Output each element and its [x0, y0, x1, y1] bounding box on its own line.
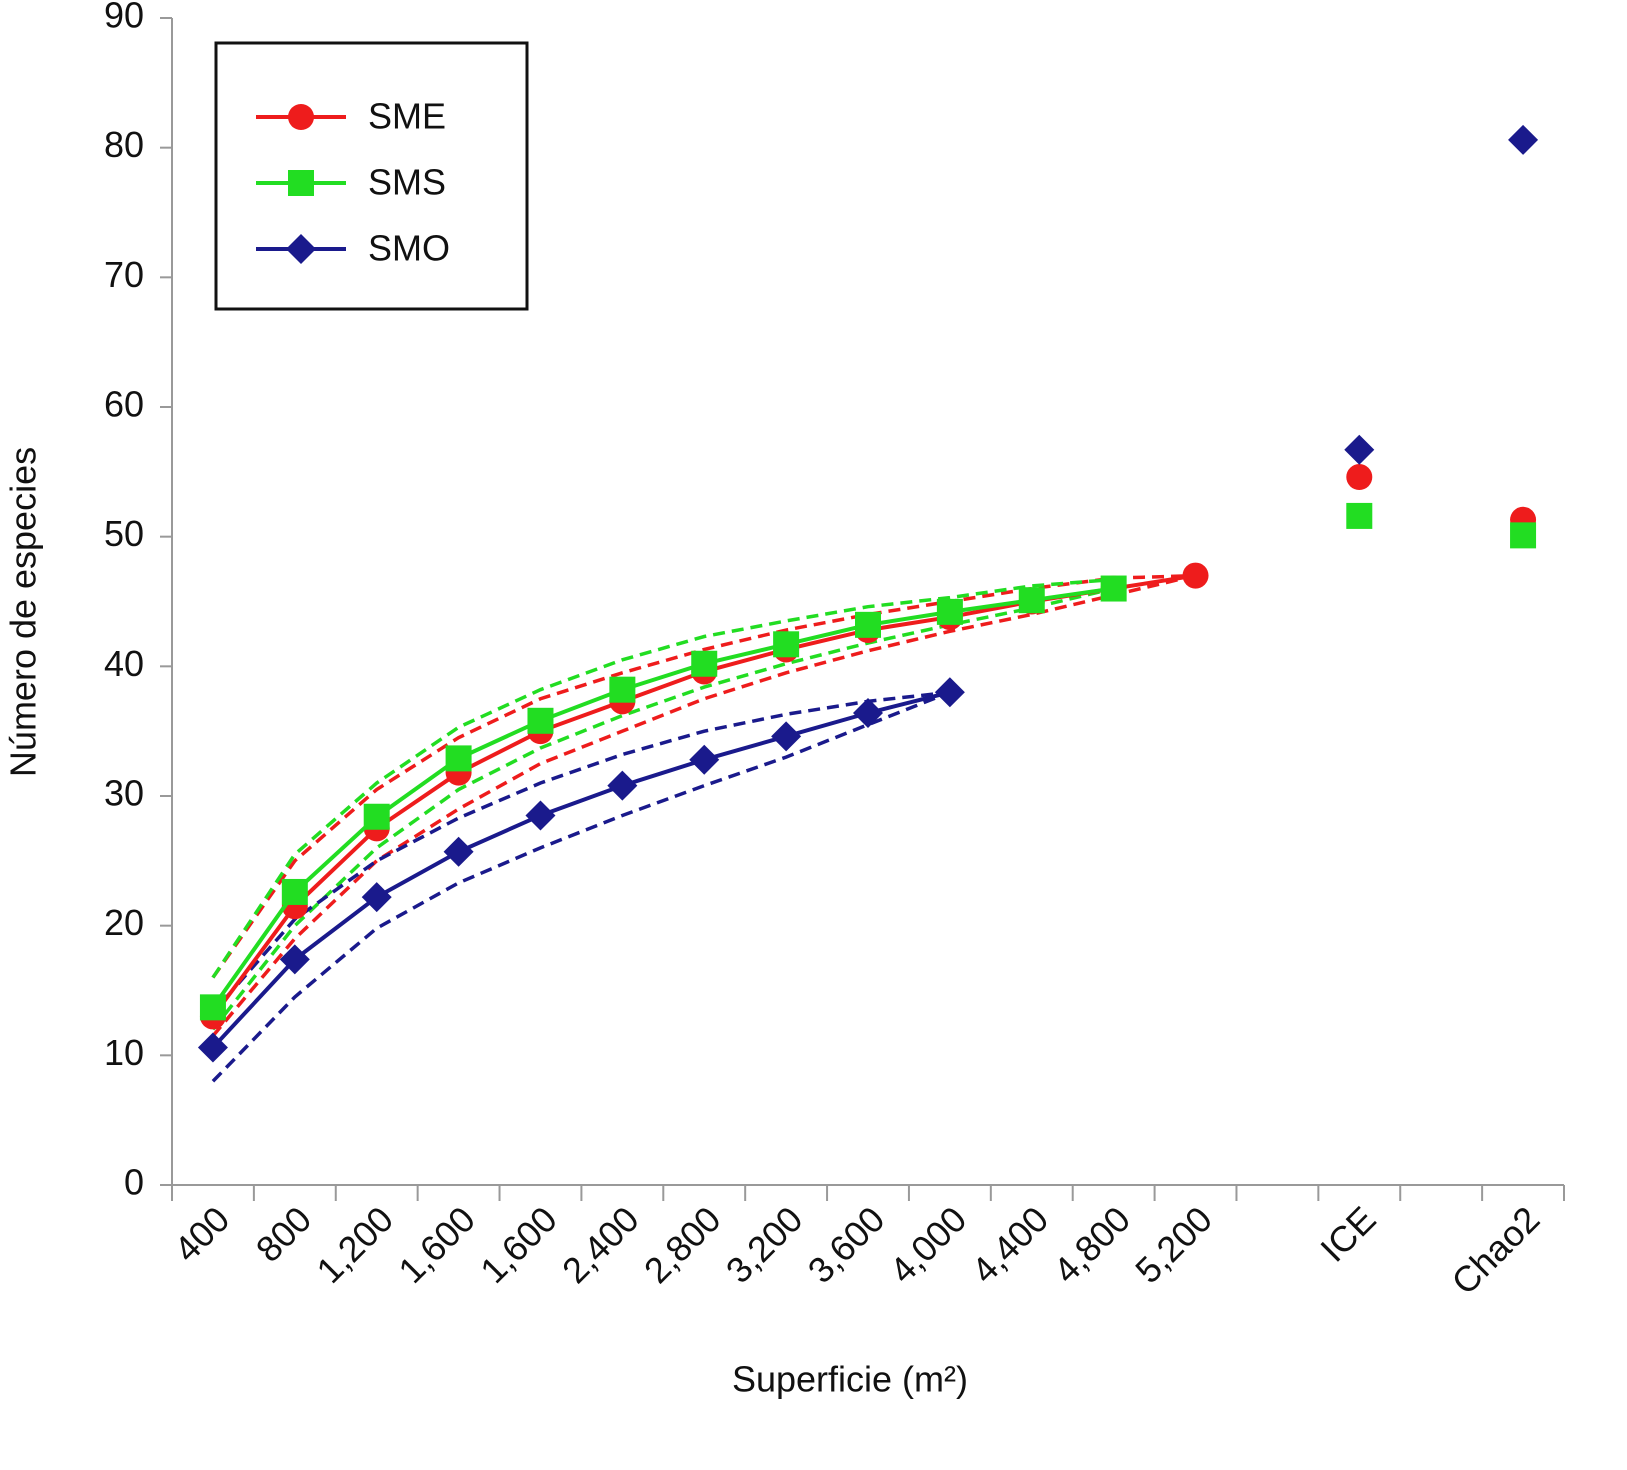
y-tick-label: 60	[104, 384, 144, 425]
x-tick-label: 1,600	[390, 1198, 483, 1291]
point	[1510, 522, 1537, 549]
legend-label: SMO	[368, 228, 450, 269]
x-tick-label: 400	[166, 1198, 237, 1269]
point	[197, 1032, 228, 1063]
legend-label: SMS	[368, 162, 446, 203]
x-tick-label: 2,400	[554, 1198, 647, 1291]
point	[853, 698, 883, 729]
point	[1346, 502, 1373, 529]
point	[361, 882, 392, 913]
point	[363, 803, 390, 830]
x-tick-label: 4,800	[1045, 1198, 1138, 1291]
point	[1508, 124, 1539, 155]
point	[773, 631, 800, 658]
x-axis-label: Superficie (m²)	[732, 1359, 968, 1400]
x-tick-label: 1,600	[472, 1198, 565, 1291]
y-tick-label: 30	[104, 773, 144, 814]
point	[1018, 587, 1045, 614]
confidence-line	[211, 573, 1196, 979]
point	[1344, 434, 1375, 465]
y-tick-label: 0	[124, 1162, 144, 1203]
x-tick-label: 3,200	[718, 1198, 811, 1291]
x-tick-label: Chao2	[1443, 1198, 1547, 1302]
point	[279, 944, 310, 975]
legend-label: SME	[368, 96, 446, 137]
point	[527, 707, 554, 734]
point	[1346, 464, 1373, 491]
y-tick-label: 80	[104, 124, 144, 165]
legend-marker	[286, 234, 316, 264]
x-tick-label: 4,000	[882, 1198, 975, 1291]
point	[855, 611, 881, 638]
point	[443, 836, 474, 867]
legend-marker	[288, 104, 314, 130]
y-tick-label: 40	[104, 643, 144, 684]
y-tick-label: 70	[104, 254, 144, 295]
y-tick-label: 10	[104, 1032, 144, 1073]
point	[1100, 575, 1127, 602]
point	[689, 744, 720, 775]
confidence-line	[211, 586, 1115, 1031]
x-tick-label: 800	[248, 1198, 319, 1269]
point	[281, 878, 308, 905]
point	[771, 721, 802, 752]
y-tick-label: 50	[104, 513, 144, 554]
y-tick-label: 20	[104, 902, 144, 943]
legend-box	[214, 41, 529, 311]
x-tick-label: 2,800	[636, 1198, 729, 1291]
point	[607, 770, 638, 801]
confidence-line	[211, 577, 1114, 979]
point	[445, 745, 472, 772]
point	[691, 650, 718, 677]
x-tick-label: 5,200	[1127, 1198, 1220, 1291]
point	[609, 676, 636, 703]
confidence-line	[211, 690, 951, 1014]
point	[1182, 562, 1209, 589]
x-tick-label: 1,200	[308, 1198, 401, 1291]
x-tick-label: 4,400	[963, 1198, 1056, 1291]
x-tick-label: 3,600	[800, 1198, 893, 1291]
legend-marker	[288, 170, 314, 196]
point	[525, 800, 556, 831]
point	[934, 677, 965, 708]
point	[199, 994, 226, 1021]
y-axis-label: Número de especies	[3, 447, 44, 777]
point	[936, 598, 963, 625]
confidence-line	[211, 690, 951, 1083]
y-tick-label: 90	[104, 0, 144, 36]
x-tick-label: ICE	[1312, 1198, 1383, 1269]
